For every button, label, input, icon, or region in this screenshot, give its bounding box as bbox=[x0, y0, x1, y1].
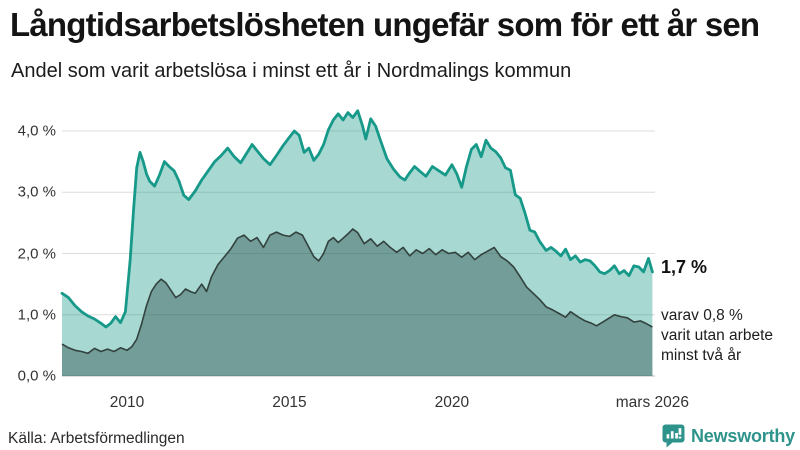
total-end-value-label: 1,7 % bbox=[661, 257, 708, 277]
x-tick-label: 2010 bbox=[109, 394, 145, 411]
subset-series-line bbox=[61, 228, 653, 355]
page-title: Långtidsarbetslösheten ungefär som för e… bbox=[10, 6, 760, 43]
y-tick-label: 3,0 % bbox=[17, 183, 56, 201]
x-tick-label: 2015 bbox=[272, 394, 307, 411]
newsworthy-icon bbox=[662, 424, 685, 448]
source-caption: Källa: Arbetsförmedlingen bbox=[8, 430, 185, 447]
y-tick-label: 0,0 % bbox=[17, 367, 56, 385]
subset-annotation-line1: varav 0,8 % bbox=[661, 307, 743, 324]
subset-annotation-line3: minst två år bbox=[661, 347, 742, 364]
total-series-line bbox=[60, 109, 654, 329]
x-tick-label: 2020 bbox=[434, 394, 470, 411]
y-tick-label: 4,0 % bbox=[17, 122, 56, 140]
total-series-area bbox=[62, 110, 653, 377]
subset-annotation: varav 0,8 % varit utan arbete minst två … bbox=[661, 306, 773, 366]
subset-series-area bbox=[62, 229, 653, 376]
x-tick-label: mars 2026 bbox=[615, 394, 690, 411]
y-tick-label: 1,0 % bbox=[17, 306, 56, 324]
page-subtitle: Andel som varit arbetslösa i minst ett å… bbox=[11, 60, 572, 82]
newsworthy-logo: Newsworthy bbox=[662, 424, 795, 448]
subset-annotation-line2: varit utan arbete bbox=[661, 327, 774, 344]
newsworthy-brand-text: Newsworthy bbox=[690, 425, 795, 446]
y-tick-label: 2,0 % bbox=[17, 245, 56, 262]
